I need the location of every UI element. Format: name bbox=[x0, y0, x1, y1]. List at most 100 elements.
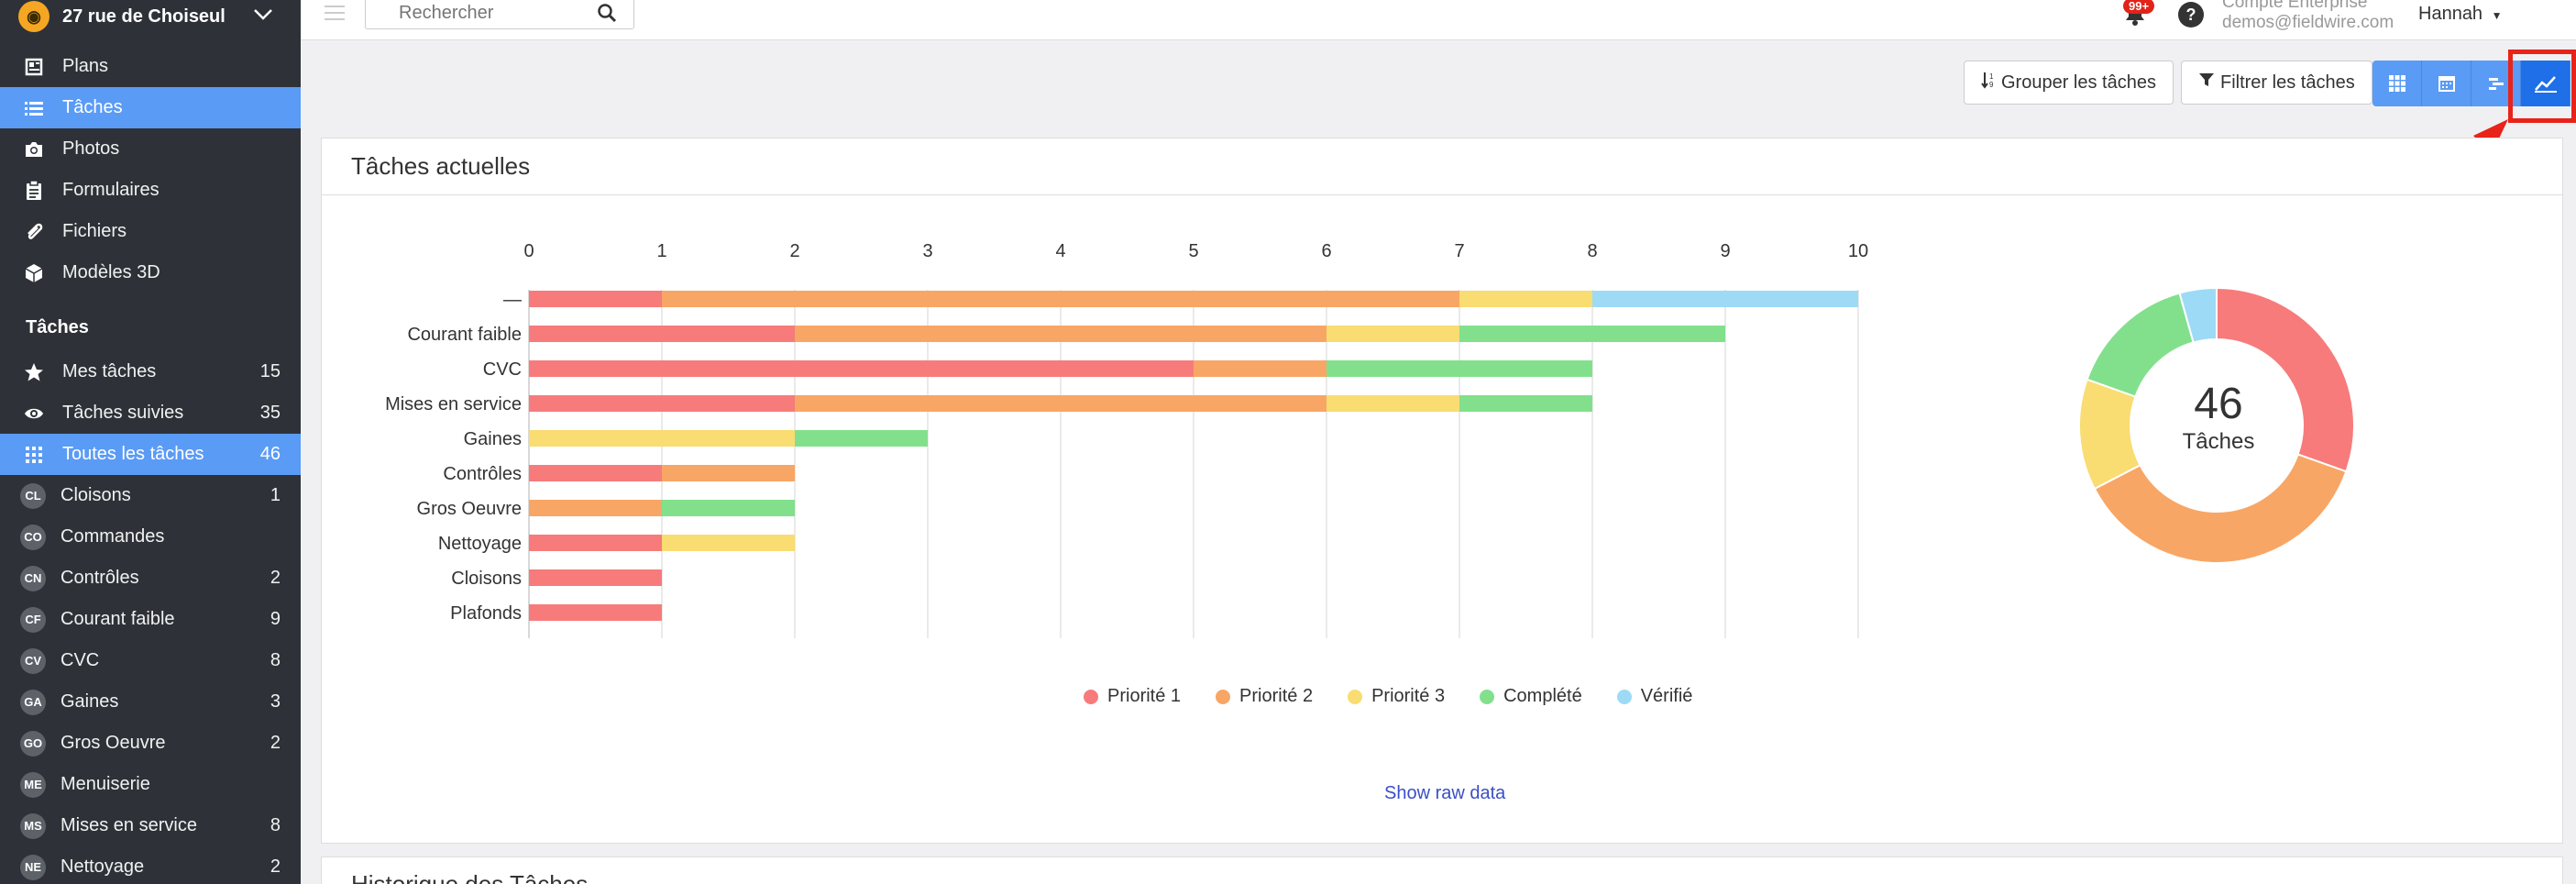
sidebar-item-plans[interactable]: Plans bbox=[0, 46, 301, 87]
task-list-item[interactable]: CO Commandes bbox=[0, 516, 301, 558]
category-label: Plafonds bbox=[450, 603, 522, 624]
analytics-view-icon[interactable] bbox=[2521, 61, 2570, 106]
chart-legend: Priorité 1 Priorité 2 Priorité 3 Complété Vé… bbox=[1084, 686, 1692, 707]
sidebar-item-list[interactable]: Tâches bbox=[0, 87, 301, 128]
legend-item[interactable]: Priorité 3 bbox=[1348, 686, 1445, 707]
search-icon[interactable] bbox=[597, 3, 617, 28]
gantt-view-icon[interactable] bbox=[2471, 61, 2521, 106]
legend-label: Complété bbox=[1503, 686, 1582, 706]
sidebar-item-paperclip[interactable]: Fichiers bbox=[0, 211, 301, 252]
bar-segment[interactable] bbox=[1194, 360, 1327, 377]
bar-segment[interactable] bbox=[662, 535, 795, 551]
eye-icon bbox=[24, 403, 44, 424]
plans-icon bbox=[24, 57, 44, 77]
task-list-item[interactable]: CF Courant faible 9 bbox=[0, 599, 301, 640]
task-list-item[interactable]: Tâches suivies 35 bbox=[0, 392, 301, 434]
task-list-label: Mes tâches bbox=[62, 361, 157, 381]
category-badge: CN bbox=[20, 565, 46, 591]
donut-slice[interactable] bbox=[2216, 286, 2355, 473]
group-tasks-label: Grouper les tâches bbox=[2001, 72, 2156, 93]
bar-segment[interactable] bbox=[529, 360, 1194, 377]
task-list-item[interactable]: Toutes les tâches 46 bbox=[0, 434, 301, 475]
category-label: Courant faible bbox=[407, 325, 522, 345]
cube-icon bbox=[24, 263, 44, 283]
bar-segment[interactable] bbox=[795, 395, 1327, 412]
task-list-label: CVC bbox=[61, 650, 100, 670]
bar-segment[interactable] bbox=[662, 465, 795, 481]
task-list-item[interactable]: CV CVC 8 bbox=[0, 640, 301, 681]
category-badge: CF bbox=[20, 606, 46, 633]
chevron-down-icon[interactable] bbox=[253, 8, 273, 26]
bar-segment[interactable] bbox=[662, 500, 795, 516]
task-list-item[interactable]: MS Mises en service 8 bbox=[0, 805, 301, 846]
bar-segment[interactable] bbox=[529, 465, 662, 481]
filter-icon bbox=[2198, 72, 2215, 94]
grid-view-icon[interactable] bbox=[2372, 61, 2422, 106]
help-icon[interactable]: ? bbox=[2178, 2, 2204, 28]
x-tick-label: 7 bbox=[1454, 241, 1464, 261]
task-list-item[interactable]: GA Gaines 3 bbox=[0, 681, 301, 723]
notifications-button[interactable]: 99+ bbox=[2121, 0, 2155, 32]
legend-item[interactable]: Vérifié bbox=[1616, 686, 1692, 707]
category-label: Gaines bbox=[464, 429, 522, 449]
tasks-chart: 0 1 2 3 4 5 6 7 8 9 10 — Courant faible CVC Mises en s… bbox=[385, 241, 2355, 638]
task-count: 8 bbox=[270, 815, 281, 835]
task-list-item[interactable]: Mes tâches 15 bbox=[0, 351, 301, 392]
bar-segment[interactable] bbox=[1327, 395, 1459, 412]
bar-segment[interactable] bbox=[529, 326, 795, 342]
user-menu[interactable]: Hannah ▼ bbox=[2418, 4, 2503, 25]
calendar-view-icon[interactable] bbox=[2422, 61, 2471, 106]
task-list-item[interactable]: NE Nettoyage 2 bbox=[0, 846, 301, 884]
donut-slice[interactable] bbox=[2178, 286, 2218, 344]
top-bar: 99+ ? Compte Enterprise demos@fieldwire.… bbox=[301, 0, 2576, 40]
project-selector[interactable]: ◉ 27 rue de Choiseul bbox=[0, 0, 301, 33]
bar-segment[interactable] bbox=[1459, 326, 1725, 342]
bar-segment[interactable] bbox=[529, 500, 662, 516]
x-tick-label: 6 bbox=[1321, 241, 1331, 261]
show-raw-data-link[interactable]: Show raw data bbox=[1384, 783, 1506, 803]
clipboard-icon bbox=[24, 180, 44, 201]
bar-segment[interactable] bbox=[1592, 291, 1858, 307]
bar-segment[interactable] bbox=[529, 395, 795, 412]
category-label: Nettoyage bbox=[438, 534, 522, 554]
task-list-item[interactable]: CN Contrôles 2 bbox=[0, 558, 301, 599]
bar-segment[interactable] bbox=[795, 430, 928, 447]
donut-total: 46 bbox=[2194, 380, 2243, 428]
task-history-title: Historique des Tâches bbox=[351, 870, 589, 884]
bar-segment[interactable] bbox=[529, 430, 795, 447]
bar-segment[interactable] bbox=[1459, 291, 1592, 307]
legend-label: Priorité 2 bbox=[1239, 686, 1314, 706]
task-list-item[interactable]: GO Gros Oeuvre 2 bbox=[0, 723, 301, 764]
grid-icon bbox=[24, 445, 44, 465]
bar-segment[interactable] bbox=[1459, 395, 1592, 412]
legend-dot-icon bbox=[1616, 689, 1632, 704]
sidebar-item-clipboard[interactable]: Formulaires bbox=[0, 170, 301, 211]
sidebar-item-label: Plans bbox=[62, 56, 109, 76]
bar-segment[interactable] bbox=[529, 291, 662, 307]
search-input[interactable] bbox=[366, 0, 577, 27]
category-label: Cloisons bbox=[451, 569, 522, 589]
legend-label: Priorité 1 bbox=[1107, 686, 1182, 706]
bar-segment[interactable] bbox=[529, 535, 662, 551]
task-list-item[interactable]: ME Menuiserie bbox=[0, 764, 301, 805]
hamburger-menu-icon[interactable] bbox=[325, 4, 345, 24]
donut-slice[interactable] bbox=[2093, 453, 2348, 564]
bar-segment[interactable] bbox=[662, 291, 1459, 307]
bar-segment[interactable] bbox=[1327, 360, 1592, 377]
bar-segment[interactable] bbox=[529, 569, 662, 586]
legend-item[interactable]: Complété bbox=[1480, 686, 1582, 707]
x-tick-label: 10 bbox=[1848, 241, 1868, 261]
sidebar-item-camera[interactable]: Photos bbox=[0, 128, 301, 170]
bar-segment[interactable] bbox=[529, 604, 662, 621]
legend-item[interactable]: Priorité 2 bbox=[1216, 686, 1313, 707]
bar-segment[interactable] bbox=[1327, 326, 1459, 342]
current-tasks-panel: Tâches actuelles bbox=[321, 138, 2563, 844]
filter-tasks-button[interactable]: Filtrer les tâches bbox=[2180, 61, 2372, 105]
sidebar-item-cube[interactable]: Modèles 3D bbox=[0, 252, 301, 293]
legend-item[interactable]: Priorité 1 bbox=[1084, 686, 1181, 707]
account-type: Compte Enterprise bbox=[2222, 0, 2368, 12]
task-count: 2 bbox=[270, 568, 281, 588]
bar-segment[interactable] bbox=[795, 326, 1327, 342]
task-list-item[interactable]: CL Cloisons 1 bbox=[0, 475, 301, 516]
